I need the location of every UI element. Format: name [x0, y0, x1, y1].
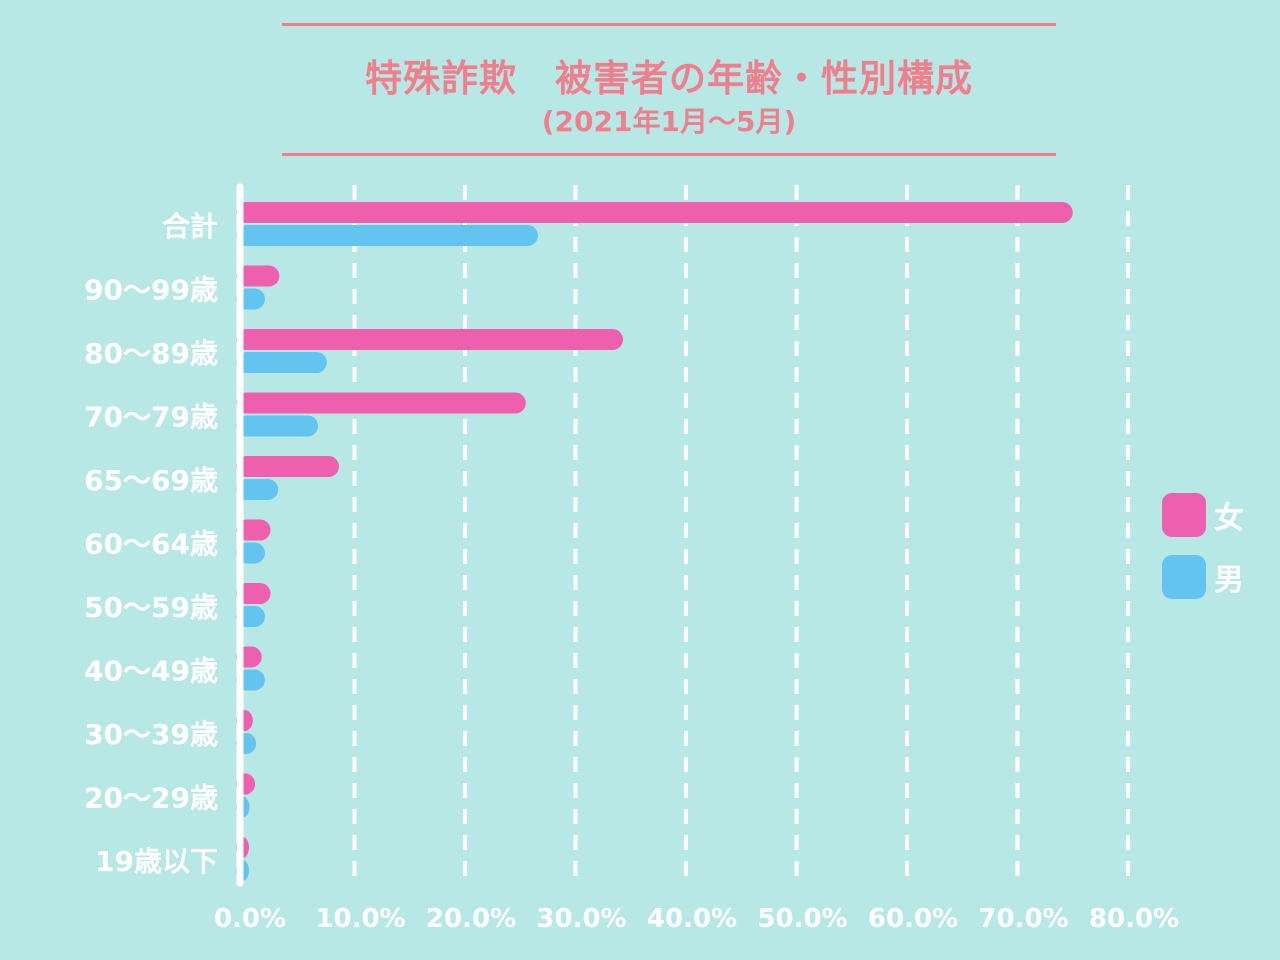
x-tick-label-3: 30.0% [536, 904, 626, 934]
x-tick-label-6: 60.0% [868, 904, 958, 934]
legend-label-male: 男 [1214, 563, 1244, 598]
title-rule-bottom [282, 153, 1056, 156]
legend-label-female: 女 [1214, 501, 1244, 536]
bar-male-2 [236, 352, 327, 373]
x-tick-label-0: 0.0% [214, 904, 286, 934]
category-label-5: 60〜64歳 [84, 528, 218, 561]
category-label-1: 90〜99歳 [84, 274, 218, 307]
category-label-7: 40〜49歳 [84, 655, 218, 688]
category-label-9: 20〜29歳 [84, 782, 218, 815]
legend-swatch-male [1162, 555, 1206, 599]
bar-male-3 [236, 415, 319, 437]
bar-female-4 [236, 456, 340, 477]
bar-female-1 [236, 265, 280, 287]
category-label-4: 65〜69歳 [84, 464, 218, 497]
legend-swatch-female [1162, 493, 1206, 537]
bar-female-2 [236, 329, 624, 350]
legend-item-female: 女 [1162, 492, 1244, 538]
category-label-0: 合計 [162, 210, 218, 243]
legend-item-male: 男 [1162, 554, 1244, 600]
chart-title: 特殊詐欺 被害者の年齢・性別構成 [365, 57, 973, 100]
bar-female-0 [236, 202, 1073, 223]
x-tick-label-1: 10.0% [315, 904, 405, 934]
x-tick-label-2: 20.0% [426, 904, 516, 934]
bar-female-3 [236, 392, 526, 414]
bar-female-6 [236, 583, 271, 604]
category-label-10: 19歳以下 [95, 845, 218, 878]
legend: 女 男 [1162, 492, 1244, 616]
category-label-6: 50〜59歳 [84, 591, 218, 624]
title-rule-top [282, 23, 1056, 26]
category-label-8: 30〜39歳 [84, 718, 218, 751]
chart-subtitle: (2021年1月〜5月) [541, 105, 797, 138]
bar-male-4 [236, 479, 279, 500]
category-label-3: 70〜79歳 [84, 401, 218, 434]
x-tick-label-4: 40.0% [647, 904, 737, 934]
bar-male-0 [236, 225, 538, 246]
bar-female-5 [236, 519, 271, 541]
category-label-2: 80〜89歳 [84, 337, 218, 370]
x-tick-label-8: 80.0% [1089, 904, 1179, 934]
x-tick-label-7: 70.0% [978, 904, 1068, 934]
x-tick-label-5: 50.0% [757, 904, 847, 934]
